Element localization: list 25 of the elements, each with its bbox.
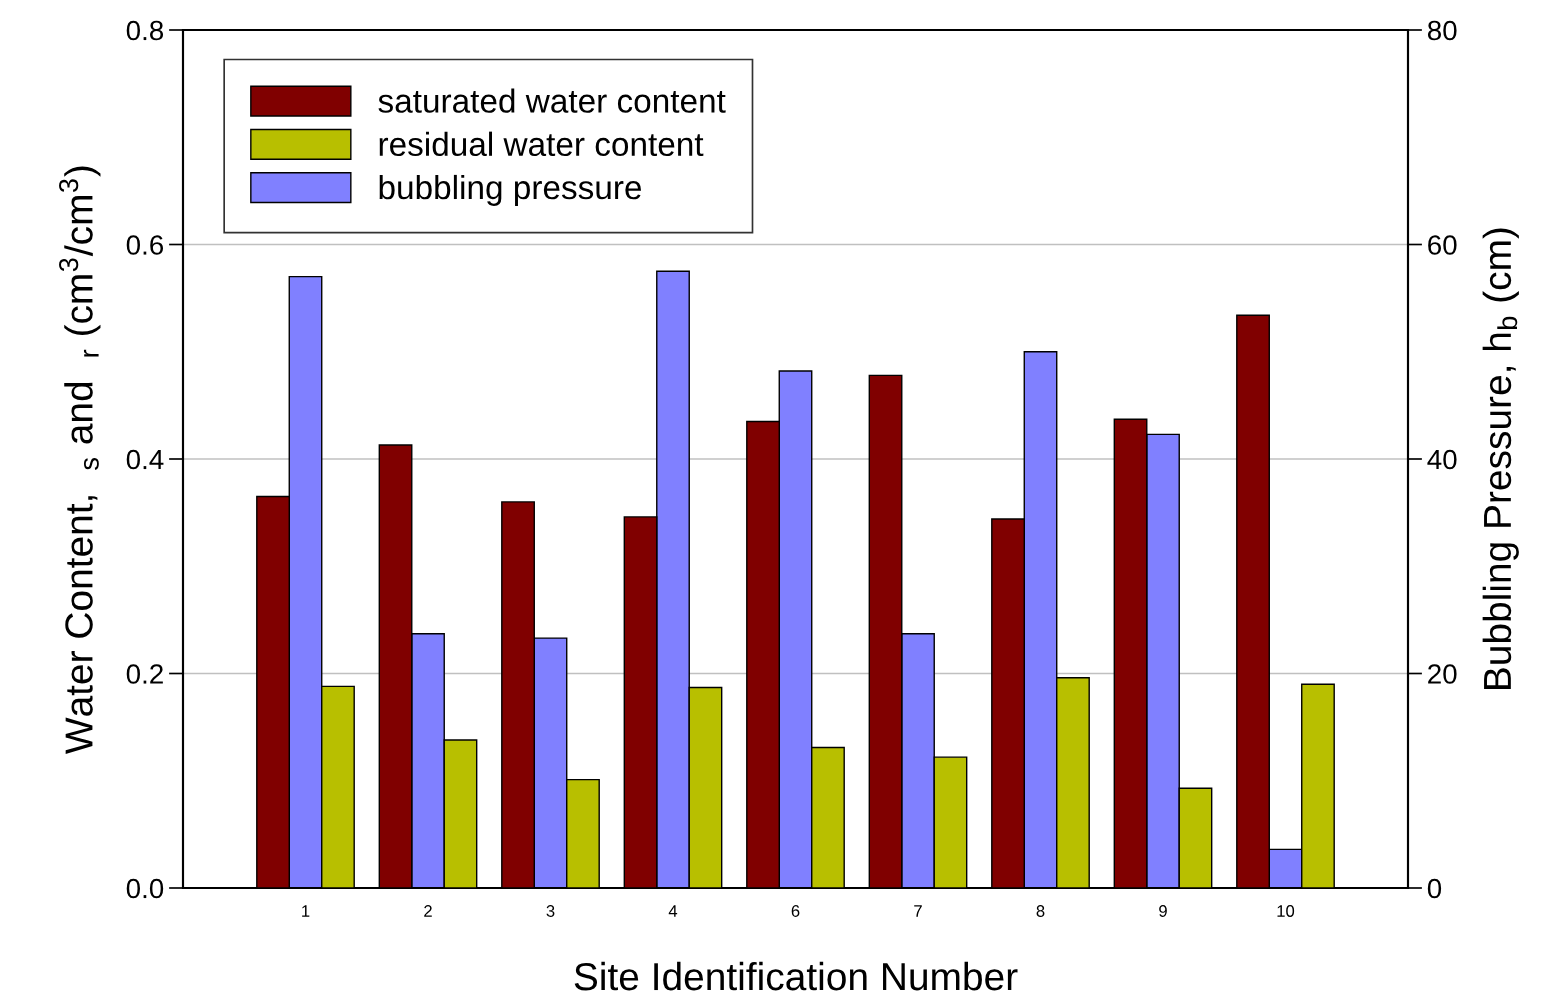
y-tick-label: 0.0 [126,878,164,899]
x-tick-label: 2 [424,905,432,917]
y2-tick-label: 20 [1428,664,1457,684]
y2-tick-label: 60 [1428,235,1457,255]
legend-label: residual water content [379,131,704,157]
x-tick-label: 9 [1159,905,1167,917]
text: Water Content, $_{s}$ and $_{r}$ (cm$^{3}$/cm$^{3}$) [59,166,101,754]
x-tick-label: 10 [1277,905,1295,917]
y-tick-label: 0.8 [126,20,164,41]
x-tick-label: 4 [668,905,678,917]
y2-tick-label: 80 [1427,20,1457,41]
x-axis-title: Site Identification Number [574,961,1018,991]
y-tick-label: 0.2 [126,664,163,684]
x-tick-label: 7 [914,905,922,917]
x-tick-label: 8 [1036,905,1045,917]
x-tick-label: 3 [546,905,555,917]
y2-tick-label: 40 [1427,449,1457,470]
legend-label: bubbling pressure [379,174,642,206]
y2-tick-label: 0 [1427,878,1442,899]
x-tick-label: 6 [791,905,800,917]
x-tick-label: 1 [302,905,310,917]
y2-axis-title: Bubbling Pressure, h$_{b}$ (cm) [1482,228,1519,689]
y-tick-label: 0.4 [126,449,164,470]
y-tick-label: 0.6 [126,235,164,255]
legend-label: saturated water content [378,88,726,113]
